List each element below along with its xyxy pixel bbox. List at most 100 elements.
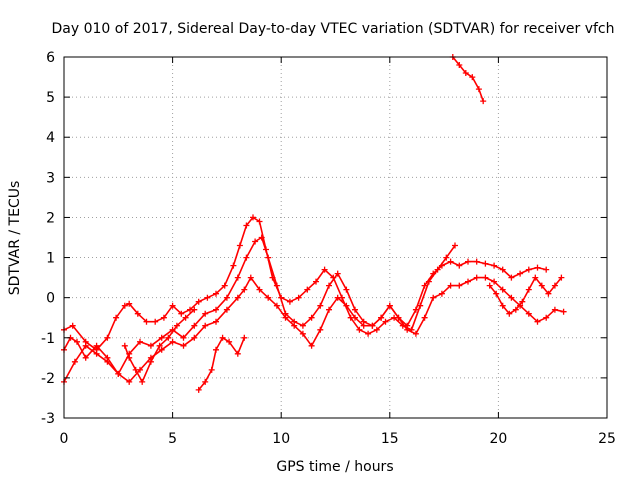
data-point xyxy=(421,314,428,321)
data-point xyxy=(219,334,226,341)
data-point xyxy=(456,282,463,289)
data-point xyxy=(173,322,180,329)
data-point xyxy=(534,318,541,325)
data-point xyxy=(93,350,100,357)
data-point xyxy=(519,298,526,305)
chart-title: Day 010 of 2017, Sidereal Day-to-day VTE… xyxy=(51,21,614,37)
y-axis-label: SDTVAR / TECUs xyxy=(7,181,23,296)
data-point xyxy=(525,266,532,273)
data-point xyxy=(491,278,498,285)
y-tick-label: 6 xyxy=(46,50,55,66)
data-point xyxy=(223,306,230,313)
data-point xyxy=(317,302,324,309)
y-tick-label: 5 xyxy=(46,90,55,106)
data-point xyxy=(121,342,128,349)
data-point xyxy=(202,322,209,329)
data-point xyxy=(230,262,237,269)
data-point xyxy=(491,262,498,269)
data-point xyxy=(369,322,376,329)
data-point xyxy=(480,98,487,105)
data-point xyxy=(473,274,480,281)
data-point xyxy=(334,270,341,277)
data-point xyxy=(299,330,306,337)
data-point xyxy=(273,282,280,289)
data-point xyxy=(352,306,358,313)
data-point xyxy=(291,322,298,329)
data-point xyxy=(538,282,545,289)
data-point xyxy=(265,254,272,261)
data-point xyxy=(234,274,241,281)
series-5 xyxy=(195,334,248,393)
data-point xyxy=(295,294,302,301)
data-point xyxy=(395,314,402,321)
data-point xyxy=(343,302,350,309)
data-point xyxy=(195,298,202,305)
data-point xyxy=(202,310,209,317)
data-point xyxy=(178,310,185,317)
data-point xyxy=(256,286,263,293)
data-point xyxy=(147,358,154,365)
data-point xyxy=(452,242,458,249)
x-tick-label: 15 xyxy=(381,431,399,447)
series-4 xyxy=(121,306,198,385)
data-point xyxy=(525,310,532,317)
data-point xyxy=(250,214,256,221)
data-point xyxy=(213,290,219,297)
data-point xyxy=(543,266,550,273)
data-point xyxy=(82,342,89,349)
data-point xyxy=(152,318,159,325)
data-point xyxy=(475,86,482,93)
data-point xyxy=(438,262,445,269)
data-point xyxy=(158,334,165,341)
data-point xyxy=(517,270,524,277)
data-point xyxy=(462,70,469,76)
data-point xyxy=(386,302,393,309)
data-point xyxy=(126,354,133,361)
data-point xyxy=(180,342,187,349)
data-point xyxy=(352,314,358,321)
data-point xyxy=(286,298,293,305)
data-point xyxy=(191,334,198,341)
data-point xyxy=(252,238,259,245)
data-point xyxy=(104,334,111,341)
data-point xyxy=(417,302,424,309)
data-point xyxy=(543,314,550,321)
x-tick-labels: 0 5 10 15 20 25 xyxy=(60,431,616,447)
data-point xyxy=(256,218,263,225)
data-point xyxy=(430,270,437,277)
data-point xyxy=(234,294,241,301)
data-point xyxy=(534,264,541,271)
data-point xyxy=(147,342,154,349)
data-point xyxy=(456,262,463,269)
data-point xyxy=(273,302,280,309)
y-tick-label: 0 xyxy=(46,291,55,307)
data-point xyxy=(430,294,437,301)
data-point xyxy=(247,274,254,281)
y-tick-label: -2 xyxy=(41,371,55,387)
data-point xyxy=(213,306,219,313)
data-point xyxy=(182,314,189,321)
y-tick-labels: -3 -2 -1 0 1 2 3 4 5 6 xyxy=(41,50,55,427)
data-point xyxy=(365,330,372,337)
data-point xyxy=(143,318,150,325)
data-point xyxy=(282,314,289,321)
data-point xyxy=(308,342,315,349)
data-point xyxy=(443,254,450,261)
data-point xyxy=(213,318,219,325)
data-point xyxy=(373,326,380,333)
data-point xyxy=(236,242,243,249)
data-point xyxy=(551,306,558,313)
y-tick-label: 2 xyxy=(46,210,55,226)
plot-frame xyxy=(63,56,608,419)
data-point xyxy=(360,322,367,329)
y-tick-label: -1 xyxy=(41,331,55,347)
y-tick-label: 3 xyxy=(46,170,55,186)
data-point xyxy=(158,346,165,353)
series-line xyxy=(197,337,246,391)
data-point xyxy=(71,358,78,365)
data-point xyxy=(243,254,250,261)
series-6 xyxy=(486,274,565,317)
data-point xyxy=(412,306,419,313)
y-tick-label: -3 xyxy=(41,411,55,427)
data-point xyxy=(421,282,428,289)
